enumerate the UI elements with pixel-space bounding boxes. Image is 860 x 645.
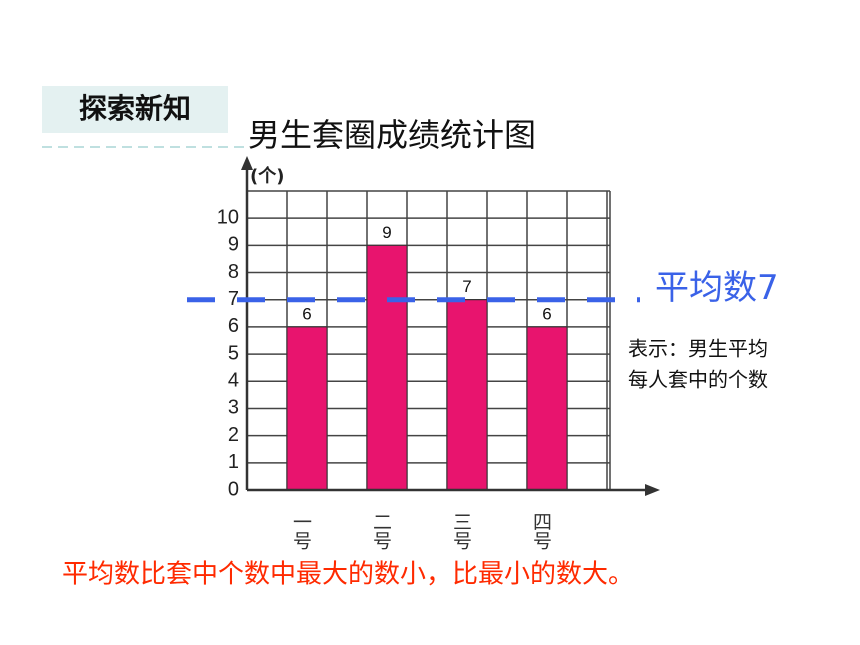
y-tick-label: 8	[228, 261, 239, 283]
x-axis-arrow	[645, 484, 660, 496]
y-tick-label: 0	[228, 478, 239, 500]
y-tick-label: 4	[228, 370, 239, 392]
x-tick-label: 四号	[530, 512, 552, 550]
bar	[366, 244, 408, 491]
y-tick-label: 6	[228, 315, 239, 337]
x-tick-label: 二号	[370, 512, 392, 550]
y-tick-label: 2	[228, 424, 239, 446]
y-tick-label: 7	[228, 288, 239, 310]
y-tick-label: 5	[228, 342, 239, 364]
y-tick-label: 3	[228, 397, 239, 419]
data-label: 6	[542, 304, 551, 323]
data-label: 9	[382, 223, 391, 242]
y-axis-label: (个)	[250, 165, 284, 187]
mean-note: 每人套中的个数	[628, 368, 768, 392]
section-tag: 探索新知	[79, 92, 191, 125]
data-label: 7	[462, 277, 471, 296]
y-tick-label: 9	[228, 234, 239, 256]
tag-box	[42, 86, 228, 133]
y-tick-label: 1	[228, 451, 239, 473]
x-tick-label: 三号	[450, 512, 472, 550]
x-tick-label: 一号	[290, 512, 312, 550]
y-axis-arrow	[241, 156, 253, 170]
conclusion: 平均数比套中个数中最大的数小，比最小的数大。	[62, 560, 634, 590]
data-label: 6	[302, 304, 311, 323]
y-tick-label: 10	[217, 206, 239, 228]
chart-title: 男生套圈成绩统计图	[248, 116, 536, 154]
bar	[446, 299, 488, 491]
bar	[286, 326, 328, 491]
mean-note: 表示：男生平均	[628, 337, 768, 361]
mean-label: 平均数7	[655, 268, 779, 308]
bar	[526, 326, 568, 491]
